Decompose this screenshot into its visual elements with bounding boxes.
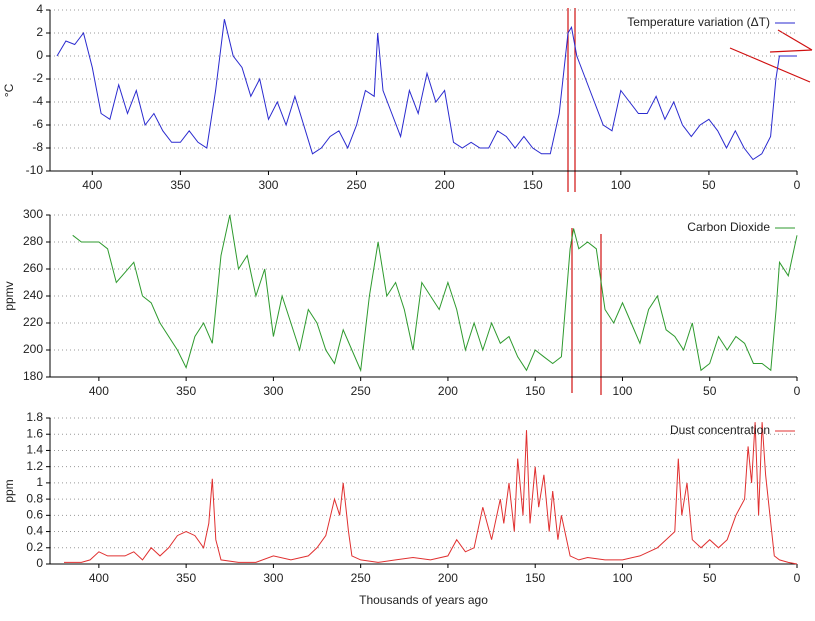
y-tick-label: 0.4 xyxy=(26,524,43,538)
x-tick-label: 100 xyxy=(612,571,632,585)
y-tick-label: 0.8 xyxy=(26,491,43,505)
y-tick-label: 240 xyxy=(23,288,43,302)
y-tick-label: 1.6 xyxy=(26,426,43,440)
y-axis-label: ppmv xyxy=(2,281,16,310)
x-tick-label: 50 xyxy=(703,384,717,398)
x-tick-label: 150 xyxy=(525,384,545,398)
x-tick-label: 300 xyxy=(258,178,278,192)
y-tick-label: -8 xyxy=(32,140,43,154)
y-tick-label: 0 xyxy=(36,556,43,570)
x-tick-label: 250 xyxy=(347,178,367,192)
y-tick-label: 180 xyxy=(23,369,43,383)
annotation-line xyxy=(729,47,811,83)
x-tick-label: 50 xyxy=(703,571,717,585)
data-line xyxy=(56,19,797,161)
y-tick-label: -6 xyxy=(32,117,43,131)
x-tick-label: 300 xyxy=(263,384,283,398)
x-tick-label: 250 xyxy=(351,384,371,398)
x-tick-label: 350 xyxy=(170,178,190,192)
legend-label: Carbon Dioxide xyxy=(687,220,770,234)
x-tick-label: 100 xyxy=(612,384,632,398)
legend-label: Temperature variation (ΔT) xyxy=(627,15,770,29)
y-axis-label: °C xyxy=(2,83,16,97)
data-line xyxy=(72,214,798,373)
y-tick-label: -4 xyxy=(32,94,43,108)
y-tick-label: 4 xyxy=(36,2,43,16)
y-tick-label: 1.4 xyxy=(26,443,43,457)
data-line xyxy=(64,422,798,565)
x-tick-label: 200 xyxy=(438,571,458,585)
y-tick-label: 1 xyxy=(36,475,43,489)
x-tick-label: 350 xyxy=(176,384,196,398)
y-tick-label: -10 xyxy=(26,163,44,177)
x-tick-label: 0 xyxy=(794,384,801,398)
y-tick-label: 0.2 xyxy=(26,540,43,554)
x-tick-label: 0 xyxy=(794,571,801,585)
y-tick-label: 220 xyxy=(23,315,43,329)
x-axis-label: Thousands of years ago xyxy=(359,593,488,607)
x-tick-label: 350 xyxy=(176,571,196,585)
annotation-line xyxy=(777,29,813,51)
x-tick-label: 200 xyxy=(438,384,458,398)
legend-label: Dust concentration xyxy=(670,423,770,437)
y-tick-label: 200 xyxy=(23,342,43,356)
x-tick-label: 300 xyxy=(263,571,283,585)
y-axis-label: ppm xyxy=(2,479,16,502)
y-tick-label: 260 xyxy=(23,261,43,275)
x-tick-label: 0 xyxy=(794,178,801,192)
x-tick-label: 400 xyxy=(89,571,109,585)
y-tick-label: 0 xyxy=(36,48,43,62)
x-tick-label: 400 xyxy=(89,384,109,398)
x-tick-label: 150 xyxy=(525,571,545,585)
annotation-line xyxy=(769,49,813,53)
x-tick-label: 400 xyxy=(82,178,102,192)
x-tick-label: 250 xyxy=(351,571,371,585)
x-tick-label: 50 xyxy=(702,178,716,192)
y-tick-label: 1.2 xyxy=(26,459,43,473)
y-tick-label: 2 xyxy=(36,25,43,39)
y-tick-label: 0.6 xyxy=(26,508,43,522)
y-tick-label: -2 xyxy=(32,71,43,85)
y-tick-label: 280 xyxy=(23,234,43,248)
x-tick-label: 100 xyxy=(611,178,631,192)
x-tick-label: 150 xyxy=(523,178,543,192)
x-tick-label: 200 xyxy=(435,178,455,192)
y-tick-label: 1.8 xyxy=(26,410,43,424)
y-tick-label: 300 xyxy=(23,207,43,221)
